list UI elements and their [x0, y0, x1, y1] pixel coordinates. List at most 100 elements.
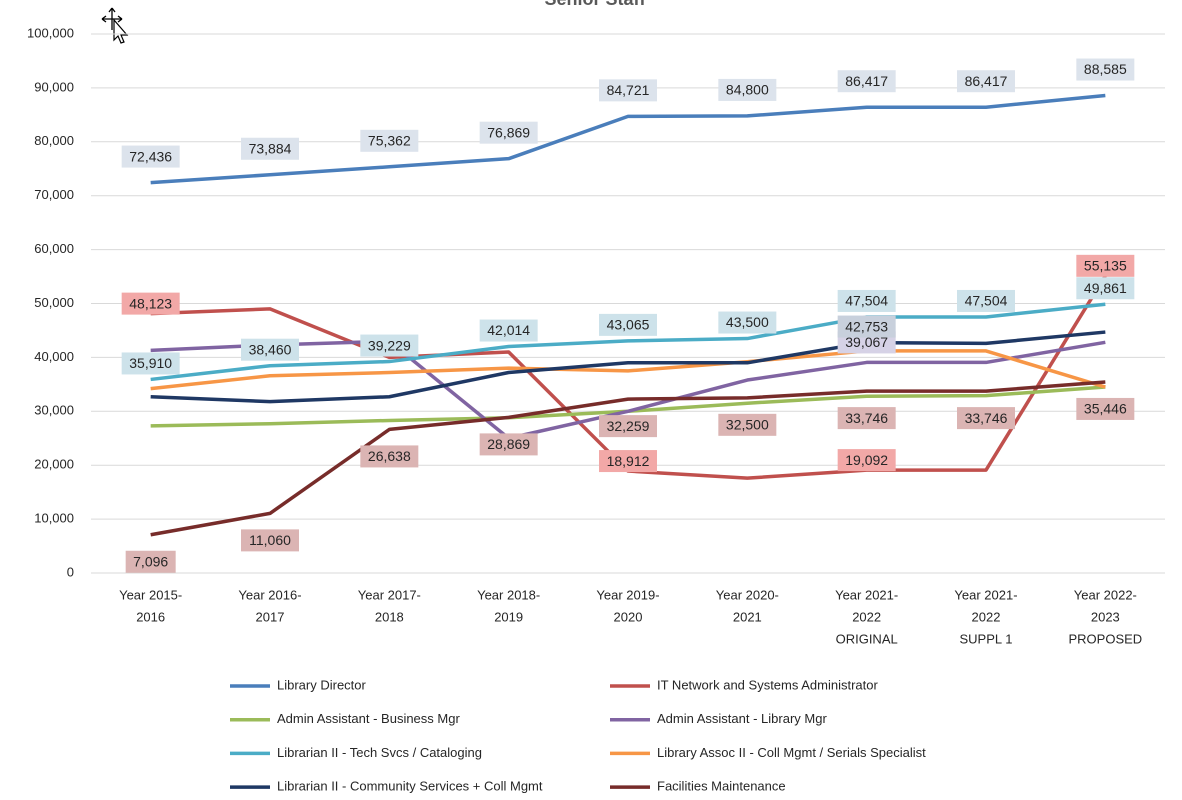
value-label-bg [360, 445, 419, 468]
value-label-bg [121, 352, 180, 375]
x-tick-label: Year 2019- [596, 587, 659, 602]
legend-label: Library Director [277, 677, 367, 692]
x-tick-label: 2018 [375, 609, 404, 624]
value-label: 33,746 [965, 410, 1008, 426]
series-line [150, 339, 1106, 440]
value-label: 43,500 [726, 314, 769, 330]
y-tick-label: 20,000 [34, 457, 74, 472]
legend-label: Admin Assistant - Business Mgr [277, 711, 460, 726]
y-tick-label: 50,000 [34, 295, 74, 310]
legend-label: Admin Assistant - Library Mgr [657, 711, 827, 726]
value-label: 84,800 [726, 82, 769, 98]
x-tick-label: Year 2021- [954, 587, 1017, 602]
value-label-bg [1076, 254, 1135, 277]
value-label-bg [718, 78, 777, 101]
value-label: 39,067 [845, 334, 888, 350]
x-tick-label: 2019 [494, 609, 523, 624]
value-label: 35,446 [1084, 401, 1127, 417]
value-label-bg [599, 313, 657, 336]
value-label-bg [837, 70, 896, 93]
value-label: 55,135 [1084, 258, 1127, 274]
value-label: 26,638 [368, 448, 411, 464]
value-label: 86,417 [965, 73, 1008, 89]
value-label: 48,123 [129, 295, 172, 311]
x-tick-label: Year 2017- [358, 587, 421, 602]
value-label-bg [125, 550, 176, 573]
value-label: 38,460 [249, 341, 292, 357]
legend-label: IT Network and Systems Administrator [657, 677, 879, 692]
x-tick-label: Year 2016- [238, 587, 301, 602]
value-label: 39,229 [368, 337, 411, 353]
legend-label: Facilities Maintenance [657, 779, 786, 794]
value-label: 75,362 [368, 133, 411, 149]
y-tick-label: 90,000 [34, 79, 74, 94]
value-label-bg [479, 319, 538, 342]
value-label-bg [360, 129, 419, 152]
value-label-bg [957, 407, 1015, 430]
y-tick-label: 60,000 [34, 241, 74, 256]
value-label: 88,585 [1084, 61, 1127, 77]
x-tick-label: 2021 [733, 609, 762, 624]
chart-title: Senior Staff [544, 0, 646, 9]
series-line [150, 349, 1106, 391]
value-label-bg [837, 449, 896, 472]
value-label: 42,753 [845, 318, 888, 334]
value-label: 35,910 [129, 355, 172, 371]
series-line [150, 380, 1106, 537]
x-tick-label: Year 2018- [477, 587, 540, 602]
value-label-bg [1076, 397, 1135, 420]
x-tick-label: SUPPL 1 [960, 631, 1013, 646]
value-label-bg [241, 338, 299, 361]
value-label-bg [360, 334, 419, 357]
value-label: 32,500 [726, 417, 769, 433]
value-label: 28,869 [487, 436, 530, 452]
y-tick-label: 10,000 [34, 511, 74, 526]
value-label: 84,721 [607, 82, 650, 98]
series-line [150, 93, 1106, 185]
x-tick-label: Year 2020- [716, 587, 779, 602]
value-label-bg [121, 292, 180, 315]
value-label: 72,436 [129, 148, 172, 164]
value-label: 73,884 [249, 140, 292, 156]
x-tick-label: 2023 [1091, 609, 1120, 624]
legend-label: Librarian II - Community Services + Coll… [277, 779, 543, 794]
value-label: 76,869 [487, 124, 530, 140]
x-tick-label: 2020 [614, 609, 643, 624]
legend-label: Librarian II - Tech Svcs / Cataloging [277, 745, 482, 760]
value-label: 47,504 [845, 293, 888, 309]
y-tick-label: 30,000 [34, 403, 74, 418]
value-label-bg [599, 450, 657, 473]
value-label-bg [1076, 277, 1135, 300]
y-tick-label: 0 [67, 564, 74, 579]
value-label: 33,746 [845, 410, 888, 426]
value-label: 18,912 [607, 453, 650, 469]
value-label-bg [1076, 58, 1135, 81]
y-tick-label: 70,000 [34, 187, 74, 202]
x-tick-label: 2016 [136, 609, 165, 624]
value-label: 43,065 [607, 317, 650, 333]
value-label-bg [599, 79, 657, 102]
value-label-bg [121, 145, 180, 168]
value-label-bg [837, 315, 896, 338]
x-tick-label: Year 2022- [1074, 587, 1137, 602]
x-tick-label: 2017 [256, 609, 285, 624]
x-tick-label: Year 2021- [835, 587, 898, 602]
x-tick-label: PROPOSED [1068, 631, 1142, 646]
value-label: 86,417 [845, 73, 888, 89]
value-label: 49,861 [1084, 280, 1127, 296]
value-label-bg [479, 433, 538, 456]
y-tick-label: 100,000 [27, 25, 74, 40]
value-label: 42,014 [487, 322, 530, 338]
value-label-bg [837, 407, 896, 430]
value-label-bg [599, 415, 657, 438]
value-label-bg [241, 529, 299, 552]
value-label-bg [479, 121, 538, 144]
value-label-bg [718, 311, 777, 334]
value-label-bg [837, 289, 896, 312]
value-label: 19,092 [845, 452, 888, 468]
series-line [150, 330, 1106, 404]
x-tick-label: 2022 [972, 609, 1001, 624]
value-label-bg [241, 137, 299, 160]
value-label-bg [957, 289, 1015, 312]
